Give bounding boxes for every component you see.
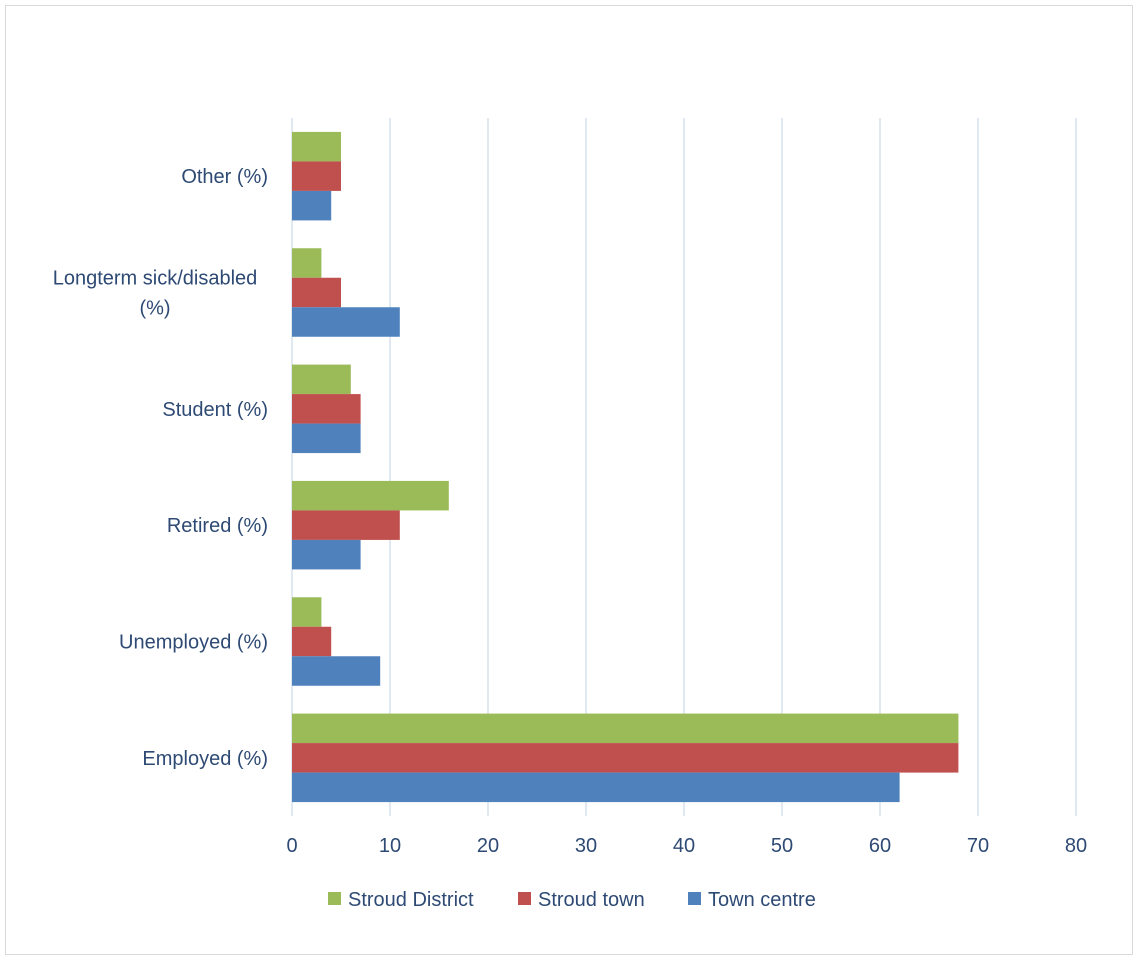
category-label: Longterm sick/disabled (%) <box>53 268 258 320</box>
legend-label: Town centre <box>708 889 816 911</box>
bar <box>292 277 341 308</box>
bar <box>292 161 341 191</box>
legend-swatch <box>518 892 531 905</box>
bar <box>292 772 900 803</box>
bars <box>292 131 959 803</box>
bar <box>292 626 332 657</box>
x-axis-ticks: 0 10 20 30 40 50 60 70 80 <box>286 835 1087 857</box>
legend-label: Stroud town <box>538 889 645 911</box>
bar <box>292 190 332 221</box>
category-labels: Employed (%) Unemployed (%) Retired (%) Stu… <box>53 166 268 770</box>
bar <box>292 510 400 540</box>
legend-swatch <box>328 892 341 905</box>
x-tick-label: 70 <box>967 835 989 857</box>
category-label: Student (%) <box>162 399 268 421</box>
bar <box>292 307 400 337</box>
x-tick-label: 20 <box>477 835 499 857</box>
legend-swatch <box>688 892 701 905</box>
bar <box>292 131 341 162</box>
legend: Stroud District Stroud town Town centre <box>328 889 816 911</box>
bar <box>292 539 361 570</box>
category-label: Employed (%) <box>142 748 268 770</box>
x-tick-label: 60 <box>869 835 891 857</box>
x-tick-label: 50 <box>771 835 793 857</box>
category-label: Other (%) <box>181 166 268 188</box>
bar <box>292 423 361 454</box>
gridlines <box>291 118 1077 816</box>
category-label: Retired (%) <box>167 515 268 537</box>
bar <box>292 248 322 278</box>
bar <box>292 394 361 424</box>
bar <box>292 480 449 511</box>
x-tick-label: 10 <box>379 835 401 857</box>
bar <box>292 743 959 773</box>
bar <box>292 656 381 686</box>
bar <box>292 364 351 395</box>
category-label: Unemployed (%) <box>119 632 268 654</box>
x-tick-label: 30 <box>575 835 597 857</box>
bar <box>292 597 322 627</box>
x-tick-label: 80 <box>1065 835 1087 857</box>
bar <box>292 713 959 744</box>
legend-label: Stroud District <box>348 889 474 911</box>
x-tick-label: 0 <box>286 835 297 857</box>
x-tick-label: 40 <box>673 835 695 857</box>
